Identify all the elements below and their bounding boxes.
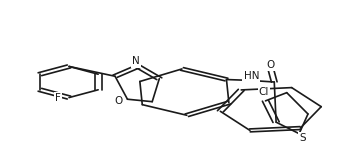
- Text: F: F: [55, 93, 61, 102]
- Text: HN: HN: [244, 71, 259, 81]
- Text: S: S: [299, 133, 306, 143]
- Text: Cl: Cl: [258, 87, 269, 97]
- Text: O: O: [267, 60, 275, 70]
- Text: O: O: [114, 96, 123, 106]
- Text: N: N: [132, 57, 140, 66]
